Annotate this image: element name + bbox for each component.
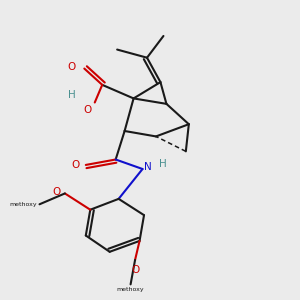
Text: O: O (72, 160, 80, 170)
Text: N: N (144, 162, 152, 172)
Text: O: O (52, 187, 60, 197)
Text: methoxy: methoxy (9, 202, 37, 207)
Text: H: H (159, 159, 167, 169)
Text: O: O (83, 105, 92, 115)
Text: methoxy: methoxy (117, 287, 144, 292)
Text: O: O (131, 266, 139, 275)
Text: H: H (68, 90, 75, 100)
Text: O: O (67, 62, 75, 72)
